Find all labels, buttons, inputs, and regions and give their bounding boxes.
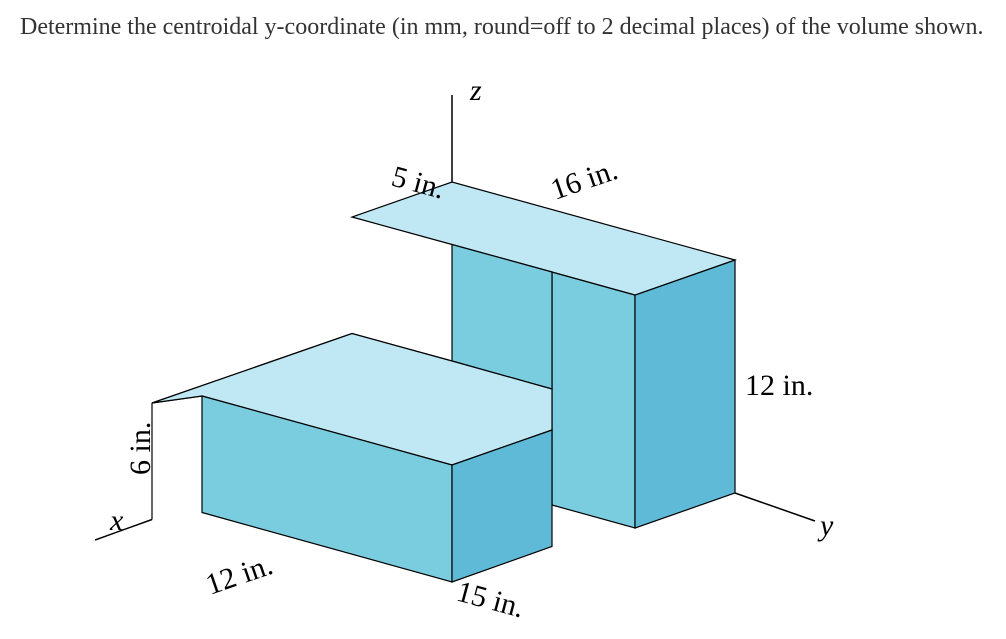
- y-axis-label: y: [817, 509, 834, 542]
- dim-12in-depth: 12 in.: [202, 548, 277, 601]
- z-axis-label: z: [469, 74, 482, 107]
- question-text: Determine the centroidal y-coordinate (i…: [20, 14, 983, 41]
- dim-5in: 5 in.: [388, 160, 448, 206]
- dim-15in: 15 in.: [453, 575, 528, 625]
- tall-block-right-face: [635, 260, 735, 528]
- x-axis: [95, 520, 152, 541]
- y-axis: [735, 493, 815, 521]
- dim-6in: 6 in.: [124, 422, 157, 475]
- isometric-figure: z x y 5 in. 16 in. 12 in. 6 in. 12 in. 1…: [95, 70, 945, 630]
- tall-block-front-face: [552, 272, 635, 528]
- dim-12in-height: 12 in.: [745, 369, 813, 402]
- x-axis-label: x: [109, 504, 124, 537]
- dim-16in: 16 in.: [547, 153, 622, 206]
